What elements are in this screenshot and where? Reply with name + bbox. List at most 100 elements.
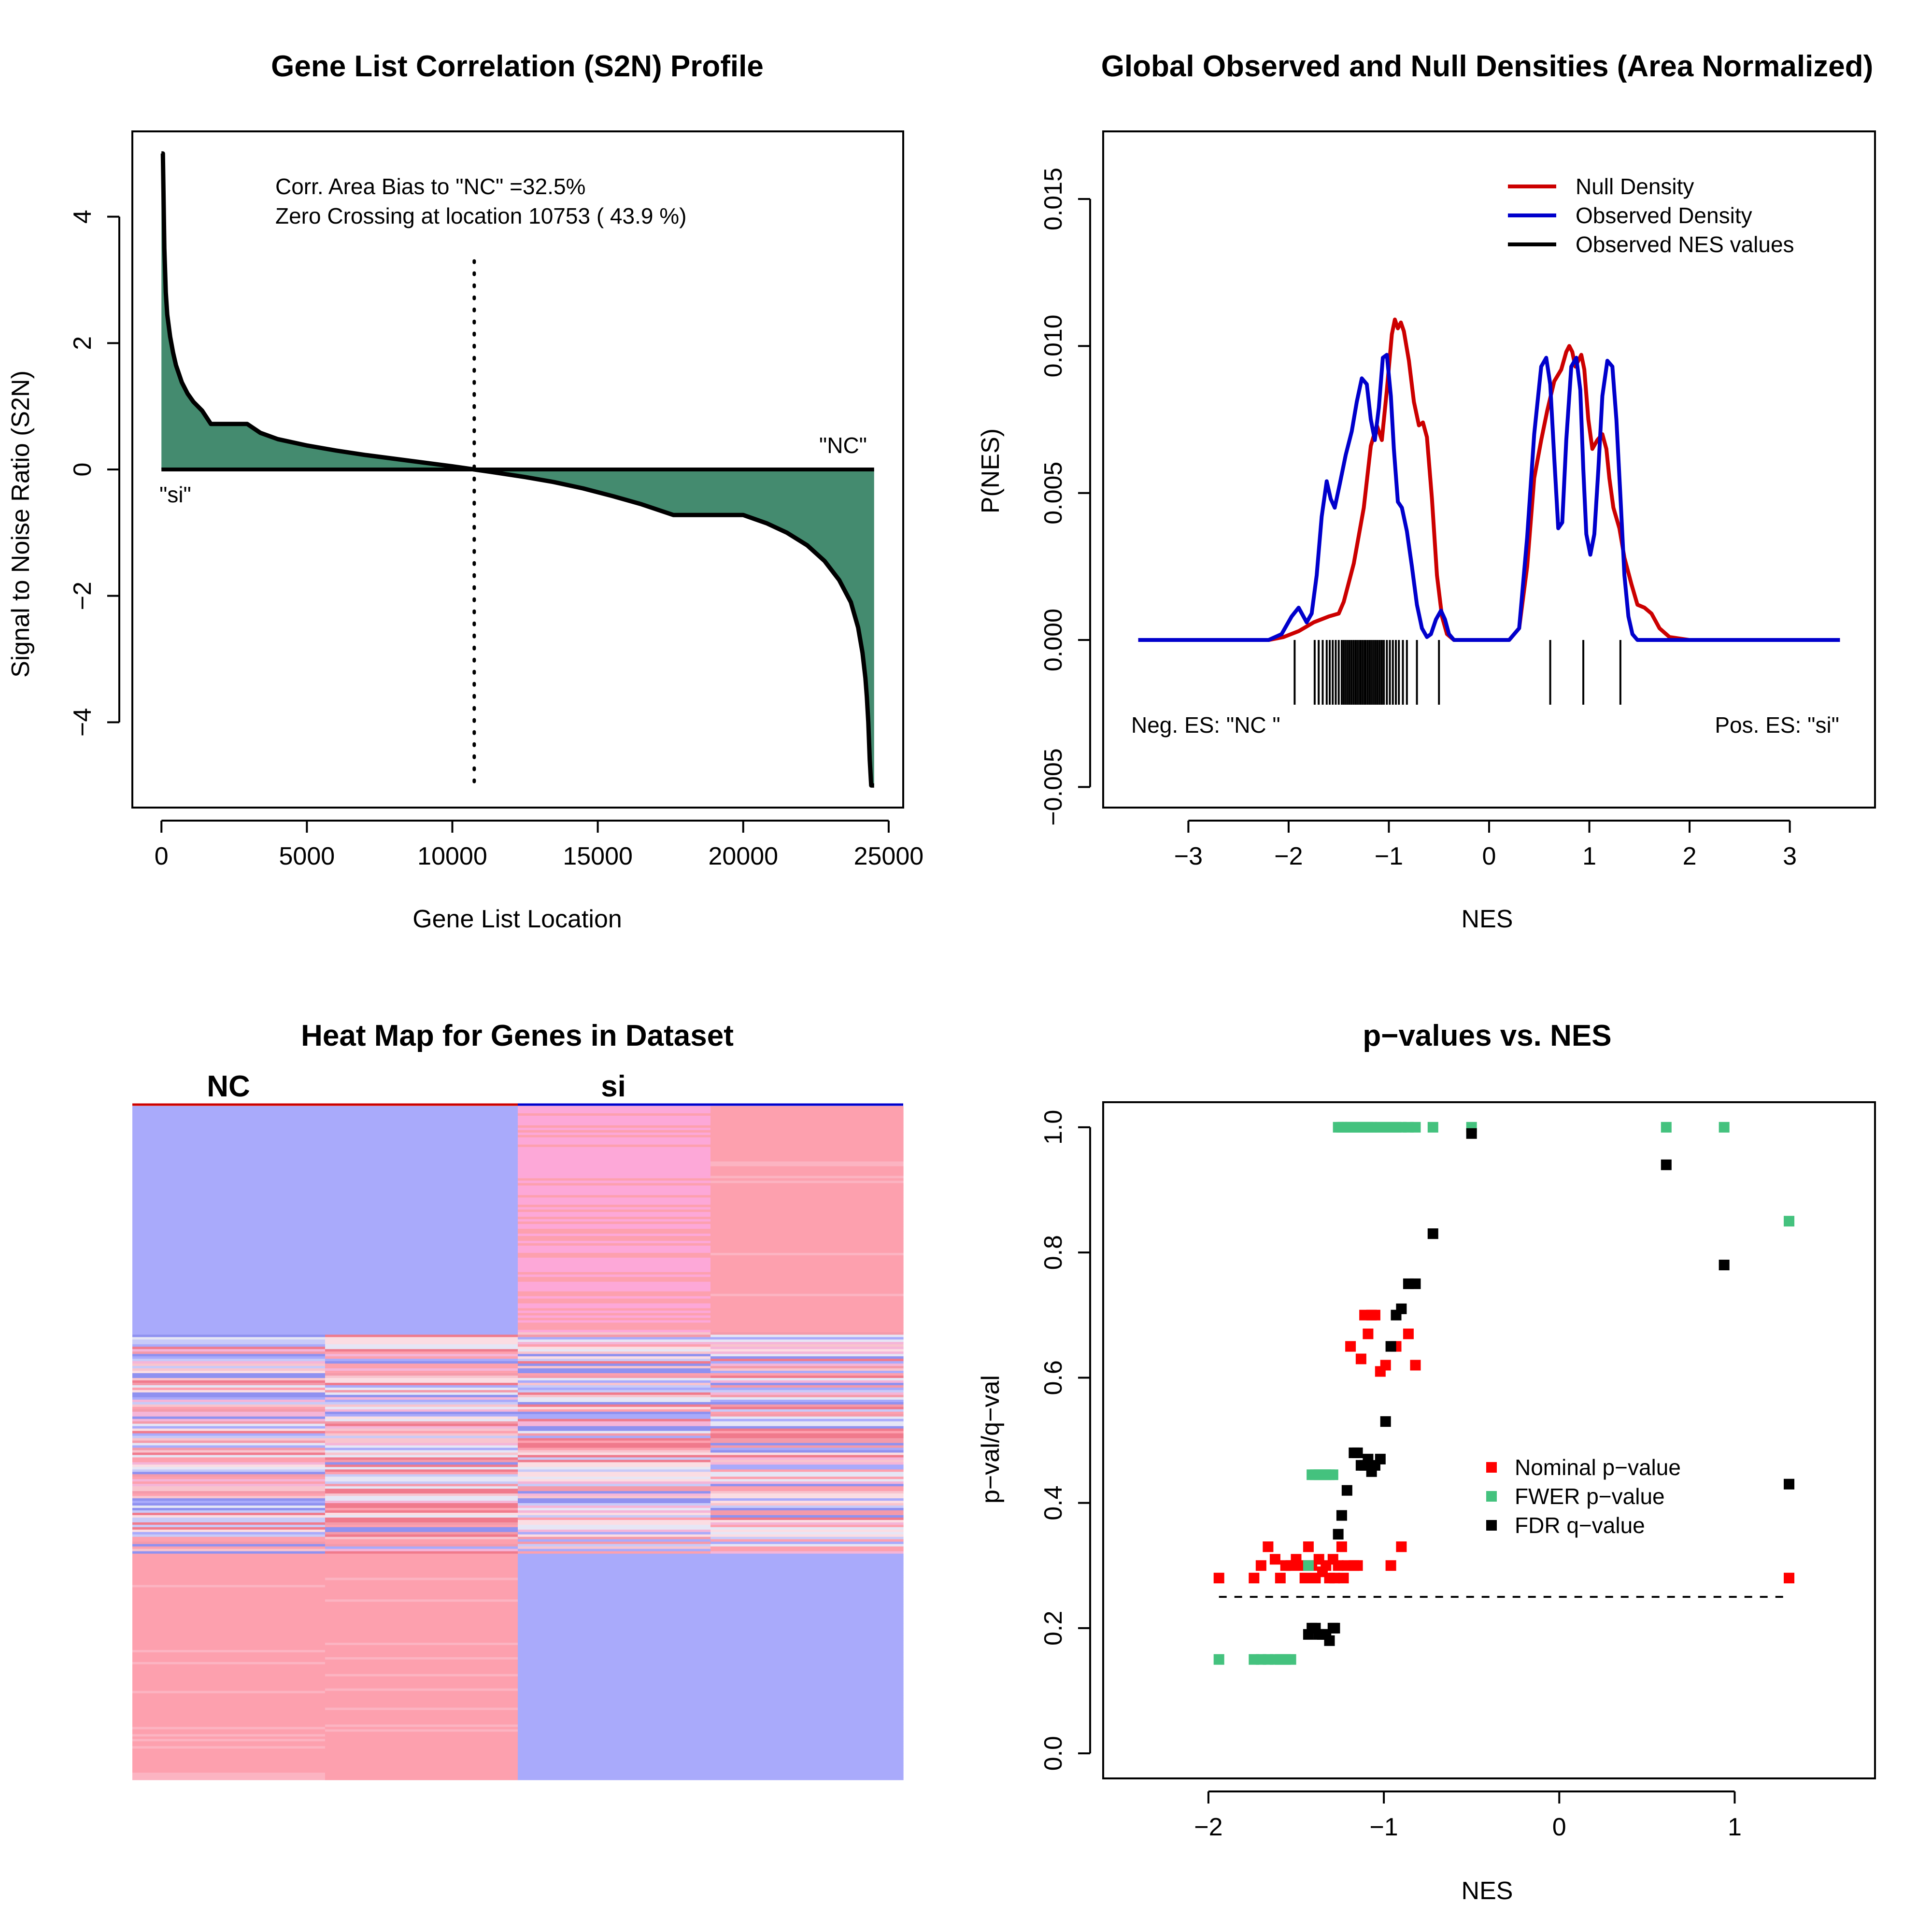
heatmap-cell	[710, 1409, 904, 1412]
heatmap-cell	[710, 1748, 904, 1751]
heatmap-cell	[132, 1744, 326, 1747]
heatmap-cell	[325, 1264, 518, 1268]
heatmap-cell	[518, 1255, 711, 1258]
heatmap-cell	[325, 1257, 518, 1261]
heatmap-cell	[132, 1364, 326, 1366]
heatmap-cell	[325, 1599, 518, 1602]
heatmap-cell	[518, 1700, 711, 1704]
pvalues-point-nominal	[1410, 1360, 1421, 1371]
heatmap-cell	[132, 1130, 326, 1133]
heatmap-cell	[710, 1775, 904, 1778]
heatmap-cell	[132, 1195, 326, 1198]
heatmap-cell	[710, 1496, 904, 1499]
heatmap-cell	[132, 1147, 326, 1150]
heatmap-cell	[325, 1188, 518, 1191]
heatmap-cell	[710, 1647, 904, 1650]
density-ylabel: P(NES)	[977, 428, 1005, 513]
heatmap-cell	[132, 1202, 326, 1205]
heatmap-cell	[710, 1380, 904, 1383]
heatmap-cell	[132, 1719, 326, 1723]
heatmap-cell	[132, 1380, 326, 1383]
heatmap-cell	[710, 1548, 904, 1552]
heatmap-cell	[710, 1717, 904, 1720]
heatmap-cell	[132, 1649, 326, 1653]
heatmap-cell	[132, 1631, 326, 1634]
heatmap-cell	[325, 1378, 518, 1381]
heatmap-cell	[132, 1106, 326, 1109]
heatmap-cell	[710, 1366, 904, 1369]
heatmap-cell	[325, 1272, 518, 1275]
heatmap-cell	[710, 1428, 904, 1432]
heatmap-cell	[132, 1421, 326, 1424]
heatmap-cell	[518, 1106, 711, 1109]
heatmap-cell	[518, 1448, 711, 1451]
s2n-y-tick-label: −2	[69, 582, 97, 610]
heatmap-cell	[325, 1481, 518, 1484]
heatmap-cell	[325, 1508, 518, 1511]
heatmap-cell	[710, 1659, 904, 1662]
heatmap-cell	[325, 1556, 518, 1559]
heatmap-cell	[325, 1529, 518, 1533]
heatmap-cell	[132, 1257, 326, 1261]
heatmap-cell	[518, 1626, 711, 1629]
heatmap-cell	[132, 1376, 326, 1378]
heatmap-cell	[710, 1467, 904, 1470]
heatmap-cell	[132, 1484, 326, 1487]
heatmap-cell	[132, 1585, 326, 1588]
heatmap-cell	[325, 1414, 518, 1417]
heatmap-cell	[518, 1770, 711, 1773]
heatmap-cell	[325, 1397, 518, 1400]
heatmap-cell	[132, 1122, 326, 1126]
heatmap-cell	[132, 1406, 326, 1410]
heatmap-cell	[325, 1176, 518, 1179]
heatmap-cell	[325, 1267, 518, 1270]
heatmap-cell	[132, 1132, 326, 1136]
heatmap-cell	[325, 1142, 518, 1145]
heatmap-cell	[710, 1421, 904, 1424]
heatmap-cell	[132, 1717, 326, 1720]
heatmap-cell	[710, 1342, 904, 1345]
heatmap-cell	[518, 1411, 711, 1415]
heatmap-cell	[132, 1344, 326, 1347]
heatmap-cell	[710, 1164, 904, 1167]
heatmap-cell	[710, 1214, 904, 1217]
heatmap-cell	[518, 1553, 711, 1557]
heatmap-cell	[710, 1746, 904, 1749]
heatmap-cell	[518, 1580, 711, 1583]
heatmap-cell	[132, 1729, 326, 1732]
heatmap-cell	[325, 1744, 518, 1747]
heatmap-cell	[325, 1761, 518, 1763]
heatmap-cell	[518, 1765, 711, 1768]
heatmap-title: Heat Map for Genes in Dataset	[301, 1019, 734, 1052]
heatmap-cell	[518, 1188, 711, 1191]
heatmap-cell	[325, 1592, 518, 1595]
pvalues-x-tick-label: 0	[1552, 1813, 1566, 1841]
heatmap-cell	[710, 1674, 904, 1677]
heatmap-cell	[132, 1154, 326, 1157]
heatmap-cell	[132, 1700, 326, 1704]
heatmap-cell	[710, 1301, 904, 1304]
heatmap-cell	[132, 1712, 326, 1716]
heatmap-cell	[518, 1455, 711, 1458]
heatmap-cell	[325, 1364, 518, 1366]
heatmap-cell	[325, 1580, 518, 1583]
heatmap-cell	[132, 1168, 326, 1172]
heatmap-cell	[518, 1284, 711, 1287]
heatmap-cell	[132, 1135, 326, 1138]
heatmap-cell	[518, 1269, 711, 1273]
heatmap-cell	[518, 1142, 711, 1145]
heatmap-cell	[325, 1472, 518, 1475]
heatmap-cell	[518, 1758, 711, 1761]
heatmap-cell	[325, 1695, 518, 1699]
heatmap-cell	[132, 1777, 326, 1780]
s2n-plot-area: 0 5000 10000 15000 20000 25000 −4 −2 0 2 4	[69, 130, 923, 870]
heatmap-cell	[518, 1512, 711, 1516]
heatmap-cell	[710, 1347, 904, 1350]
heatmap-cell	[325, 1359, 518, 1362]
heatmap-cell	[710, 1532, 904, 1535]
density-line-null	[1138, 317, 1840, 642]
heatmap-cell	[132, 1222, 326, 1224]
heatmap-cell	[710, 1224, 904, 1227]
heatmap-cell	[325, 1219, 518, 1222]
heatmap-cell	[132, 1156, 326, 1160]
